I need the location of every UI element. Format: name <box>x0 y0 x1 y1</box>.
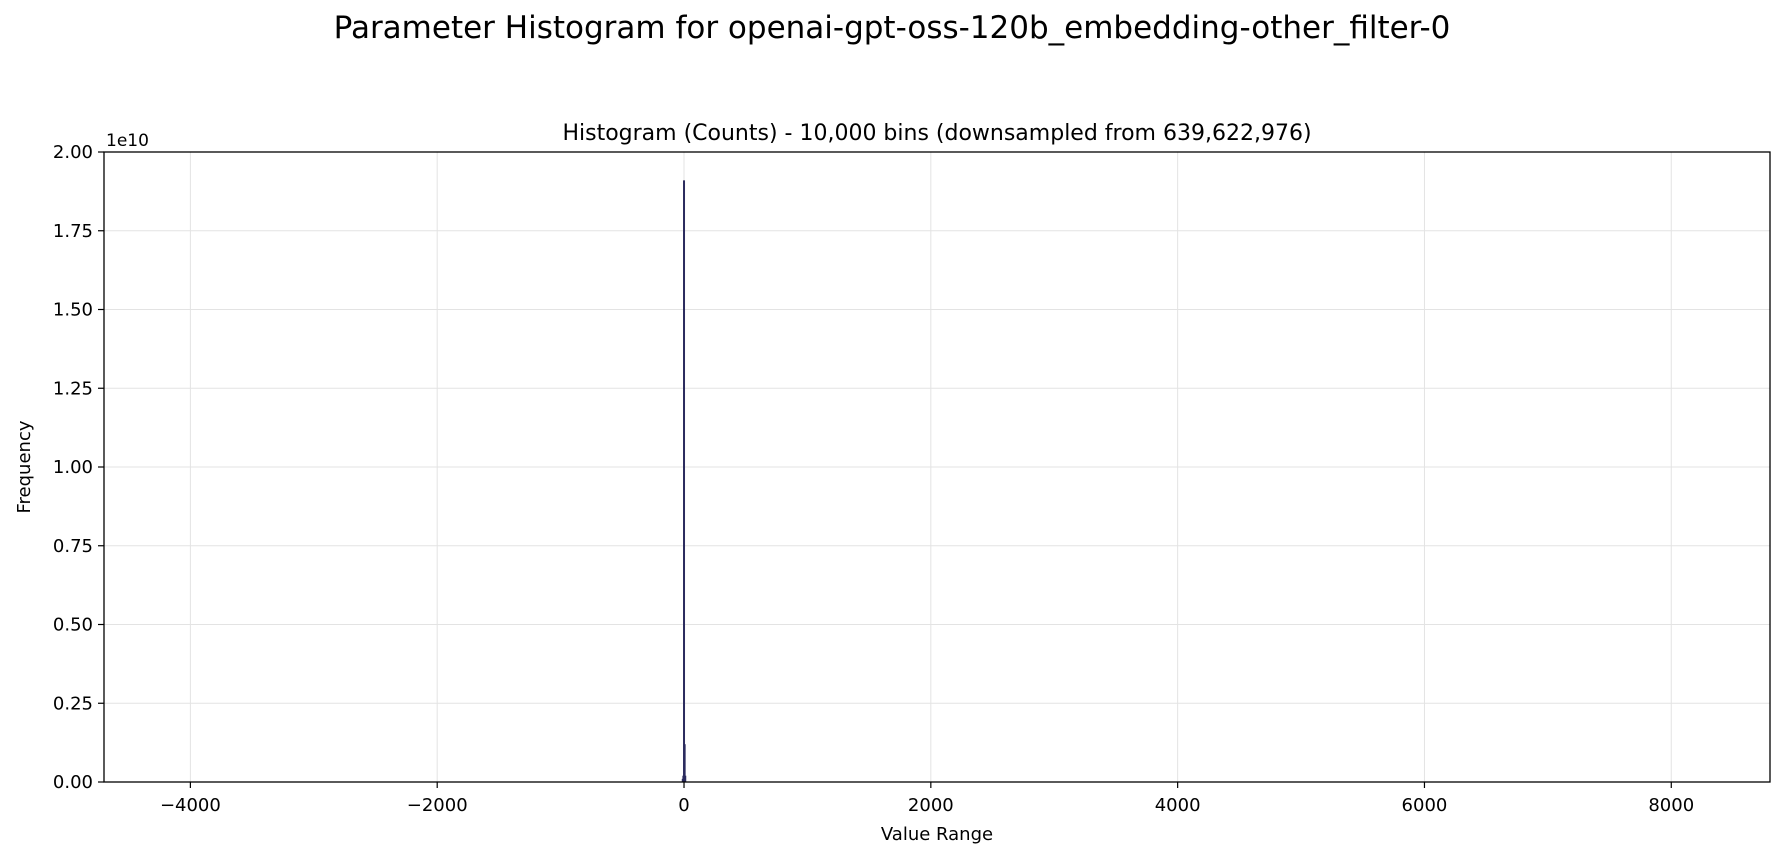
grid-layer <box>104 151 1770 783</box>
chart-title: Histogram (Counts) - 10,000 bins (downsa… <box>562 121 1311 146</box>
y-tick-label: 0.50 <box>53 615 93 636</box>
y-tick-label: 0.25 <box>53 693 93 714</box>
x-tick-label: 8000 <box>1648 795 1694 816</box>
y-tick-label: 2.00 <box>53 142 93 163</box>
y-tick-label: 0.00 <box>53 772 93 793</box>
histogram-bar <box>684 775 687 782</box>
y-tick-label: 1.75 <box>53 221 93 242</box>
ticks-layer: −4000 −2000 0 2000 4000 6000 8000 0.00 0.25 0.50 0… <box>53 142 1694 816</box>
x-axis-label: Value Range <box>881 824 993 845</box>
y-axis-offset-text: 1e10 <box>106 131 149 151</box>
x-tick-label: 2000 <box>908 795 954 816</box>
x-tick-label: 6000 <box>1402 795 1448 816</box>
y-tick-label: 1.00 <box>53 457 93 478</box>
x-tick-label: 0 <box>678 795 689 816</box>
y-axis-label: Frequency <box>14 420 35 513</box>
x-tick-label: −4000 <box>160 795 221 816</box>
y-tick-label: 0.75 <box>53 536 93 557</box>
bars-layer <box>681 180 687 783</box>
figure-title: Parameter Histogram for openai-gpt-oss-1… <box>333 10 1451 46</box>
x-tick-label: 4000 <box>1155 795 1201 816</box>
y-tick-label: 1.50 <box>53 300 93 321</box>
x-tick-label: −2000 <box>407 795 468 816</box>
histogram-bar <box>683 180 686 783</box>
y-tick-label: 1.25 <box>53 378 93 399</box>
histogram-bar <box>683 744 686 782</box>
